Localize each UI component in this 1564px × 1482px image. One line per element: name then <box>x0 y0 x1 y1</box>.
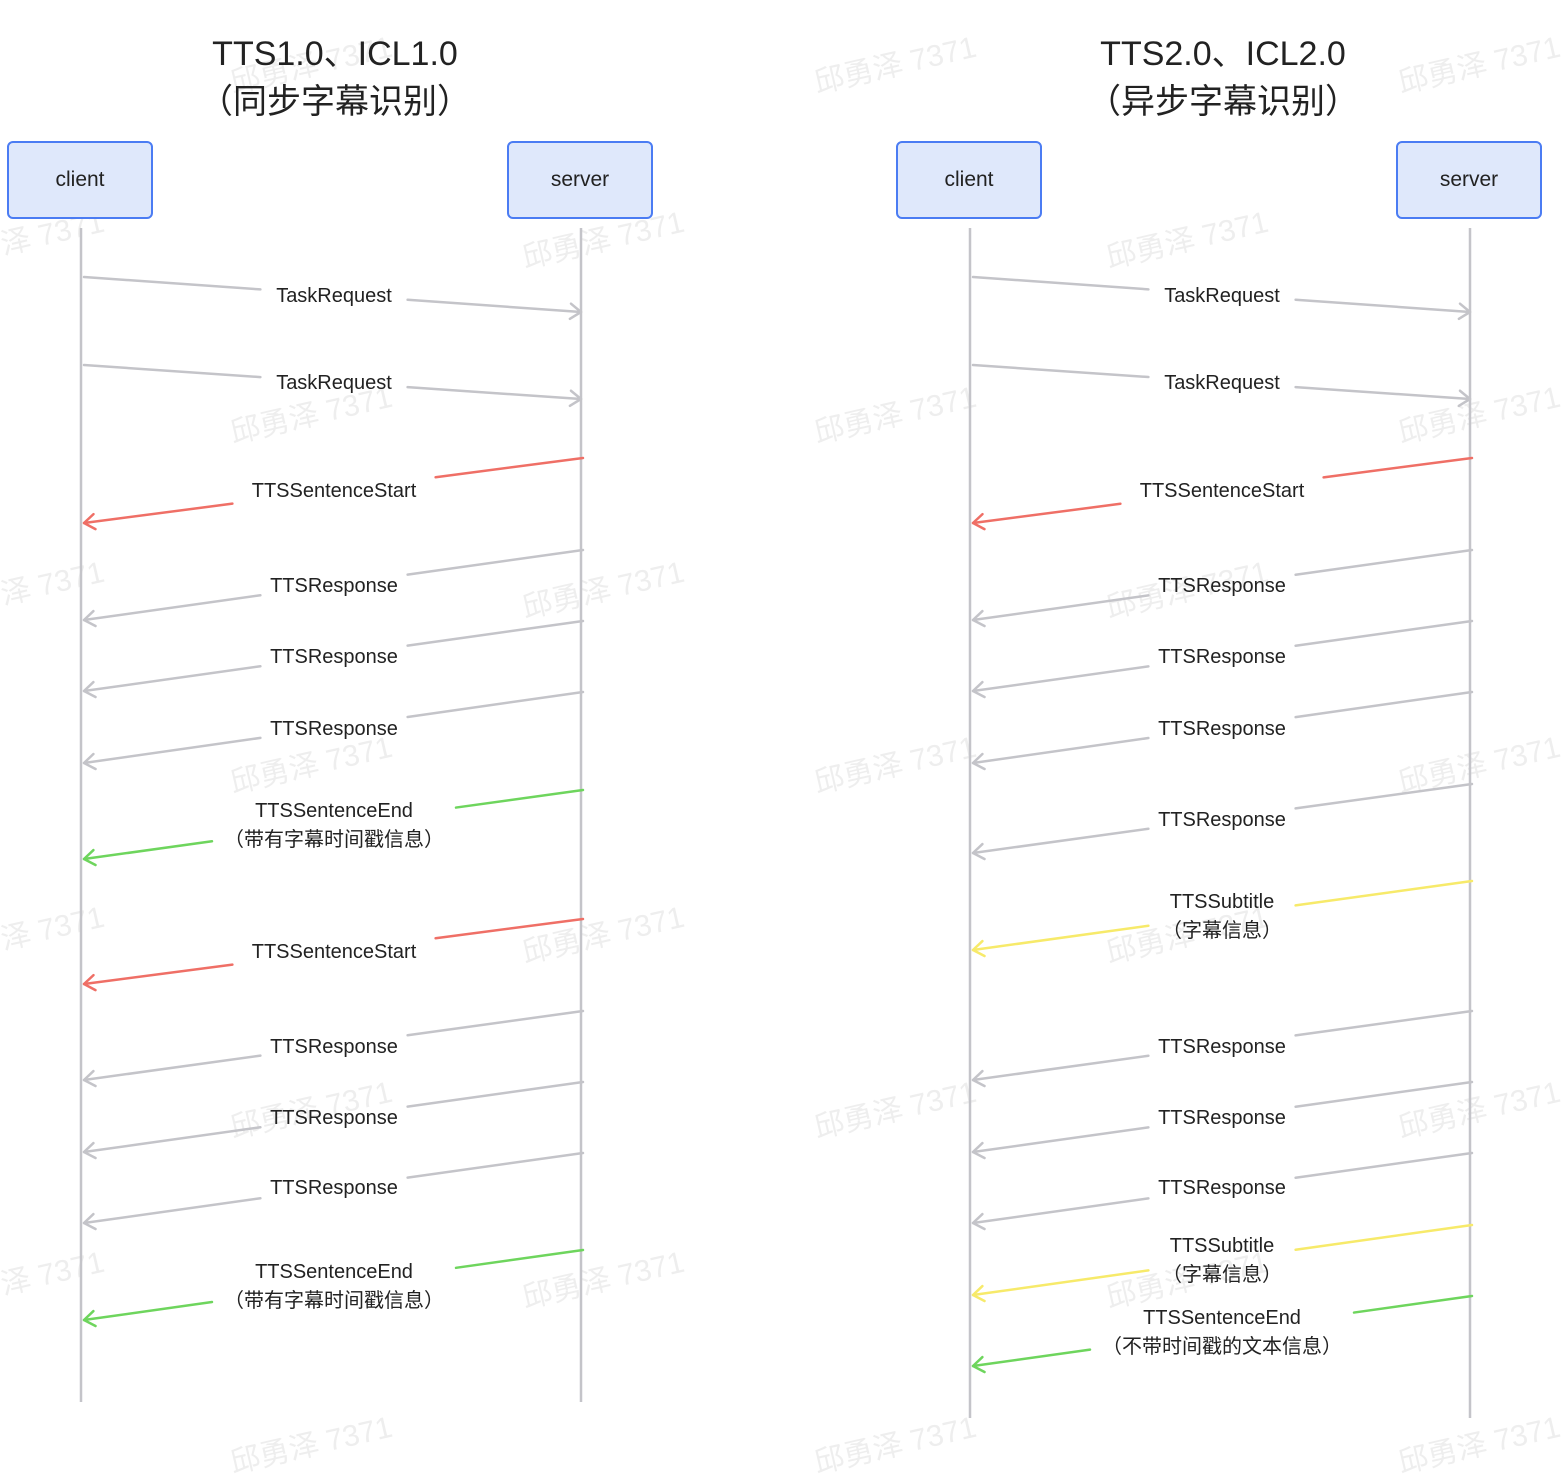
right-server-box: server <box>1396 141 1542 219</box>
message-name: TTSSentenceEnd <box>255 1261 413 1283</box>
message-name: TTSSentenceStart <box>251 941 417 963</box>
message-note: （带有字幕时间戳信息） <box>224 829 444 851</box>
message-name: TTSResponse <box>1158 1107 1286 1129</box>
message-note: （字幕信息） <box>1162 1264 1282 1286</box>
left-client-box: client <box>7 141 153 219</box>
left-message-label-12: TTSSentenceEnd （带有字幕时间戳信息） <box>224 1258 444 1316</box>
message-name: TaskRequest <box>1164 372 1280 394</box>
left-title-line2: （同步字幕识别） <box>199 83 471 121</box>
left-message-label-6: TTSResponse <box>270 715 398 744</box>
message-name: TTSResponse <box>270 646 398 668</box>
message-name: TTSResponse <box>1158 646 1286 668</box>
left-message-arrow-12 <box>82 1248 585 1328</box>
left-server-box: server <box>507 141 653 219</box>
right-message-label-2: TaskRequest <box>1164 369 1280 398</box>
message-name: TTSResponse <box>1158 718 1286 740</box>
left-message-arrow-7 <box>82 788 585 867</box>
message-note: （字幕信息） <box>1162 920 1282 942</box>
right-title-line2: （异步字幕识别） <box>1087 83 1359 121</box>
left-message-label-9: TTSResponse <box>270 1033 398 1062</box>
message-name: TTSSentenceEnd <box>255 800 413 822</box>
left-client-label: client <box>55 168 105 191</box>
left-message-label-4: TTSResponse <box>270 572 398 601</box>
right-message-label-13: TTSSentenceEnd （不带时间戳的文本信息） <box>1102 1304 1342 1362</box>
right-message-label-3: TTSSentenceStart <box>1140 477 1305 506</box>
left-message-arrow-2 <box>82 363 583 408</box>
left-message-label-5: TTSResponse <box>270 643 398 672</box>
right-arrows <box>968 228 1474 1418</box>
right-message-label-1: TaskRequest <box>1164 282 1280 311</box>
left-message-label-11: TTSResponse <box>270 1174 398 1203</box>
message-name: TTSSentenceEnd <box>1143 1307 1301 1329</box>
right-message-arrow-11 <box>971 1151 1474 1231</box>
message-name: TTSResponse <box>1158 575 1286 597</box>
right-title-line1: TTS2.0、ICL2.0 <box>1100 35 1346 73</box>
message-name: TaskRequest <box>1164 285 1280 307</box>
right-message-arrow-6 <box>971 690 1474 771</box>
left-message-arrow-10 <box>82 1080 585 1160</box>
right-message-label-4: TTSResponse <box>1158 572 1286 601</box>
sequence-diagrams: TTS1.0、ICL1.0 （同步字幕识别） client server Tas… <box>7 30 1542 1418</box>
left-message-arrow-4 <box>82 548 585 628</box>
right-message-label-8: TTSSubtitle （字幕信息） <box>1162 888 1282 946</box>
right-message-arrow-4 <box>971 548 1474 628</box>
message-note: （带有字幕时间戳信息） <box>224 1290 444 1312</box>
left-title-line1: TTS1.0、ICL1.0 <box>212 35 458 73</box>
right-message-label-9: TTSResponse <box>1158 1033 1286 1062</box>
message-name: TTSResponse <box>270 718 398 740</box>
right-message-arrow-9 <box>971 1009 1474 1088</box>
left-message-label-8: TTSSentenceStart <box>252 938 417 967</box>
left-message-arrow-9 <box>82 1009 585 1088</box>
right-message-arrow-13 <box>971 1294 1474 1374</box>
message-name: TaskRequest <box>276 285 392 307</box>
right-message-arrow-10 <box>971 1080 1474 1160</box>
message-name: TTSResponse <box>1158 1036 1286 1058</box>
right-message-label-6: TTSResponse <box>1158 715 1286 744</box>
right-message-label-12: TTSSubtitle （字幕信息） <box>1162 1232 1282 1290</box>
message-name: TTSResponse <box>270 1177 398 1199</box>
message-note: （不带时间戳的文本信息） <box>1102 1336 1342 1358</box>
right-message-arrow-3 <box>971 456 1474 531</box>
right-client-label: client <box>944 168 994 191</box>
left-arrows <box>79 228 585 1402</box>
message-name: TTSResponse <box>270 1107 398 1129</box>
right-message-arrow-2 <box>971 363 1472 408</box>
left-message-arrow-6 <box>82 690 585 771</box>
right-message-label-10: TTSResponse <box>1158 1104 1286 1133</box>
right-message-arrow-12 <box>971 1223 1474 1303</box>
message-name: TTSResponse <box>270 575 398 597</box>
right-title: TTS2.0、ICL2.0 （异步字幕识别） <box>1023 30 1423 126</box>
message-name: TTSSubtitle <box>1169 1235 1275 1257</box>
right-message-label-7: TTSResponse <box>1158 806 1286 835</box>
left-message-label-3: TTSSentenceStart <box>252 477 417 506</box>
left-message-arrow-8 <box>82 917 585 992</box>
message-name: TaskRequest <box>276 372 392 394</box>
right-message-arrow-7 <box>971 782 1474 861</box>
right-message-arrow-1 <box>971 275 1472 321</box>
left-server-label: server <box>550 168 610 191</box>
right-message-label-11: TTSResponse <box>1158 1174 1286 1203</box>
left-message-arrow-5 <box>82 619 585 699</box>
left-message-label-7: TTSSentenceEnd （带有字幕时间戳信息） <box>224 797 444 855</box>
message-name: TTSSubtitle <box>1169 891 1275 913</box>
message-name: TTSResponse <box>270 1036 398 1058</box>
message-name: TTSSentenceStart <box>251 480 417 502</box>
left-message-label-10: TTSResponse <box>270 1104 398 1133</box>
message-name: TTSResponse <box>1158 809 1286 831</box>
left-message-label-2: TaskRequest <box>276 369 392 398</box>
right-message-arrow-8 <box>971 879 1474 958</box>
message-name: TTSResponse <box>1158 1177 1286 1199</box>
left-message-arrow-11 <box>82 1151 585 1231</box>
left-message-label-1: TaskRequest <box>276 282 392 311</box>
right-server-label: server <box>1439 168 1499 191</box>
left-message-arrow-3 <box>82 456 585 531</box>
left-message-arrow-1 <box>82 275 583 321</box>
message-name: TTSSentenceStart <box>1139 480 1305 502</box>
right-client-box: client <box>896 141 1042 219</box>
right-message-label-5: TTSResponse <box>1158 643 1286 672</box>
right-message-arrow-5 <box>971 619 1474 699</box>
left-title: TTS1.0、ICL1.0 （同步字幕识别） <box>135 30 535 126</box>
